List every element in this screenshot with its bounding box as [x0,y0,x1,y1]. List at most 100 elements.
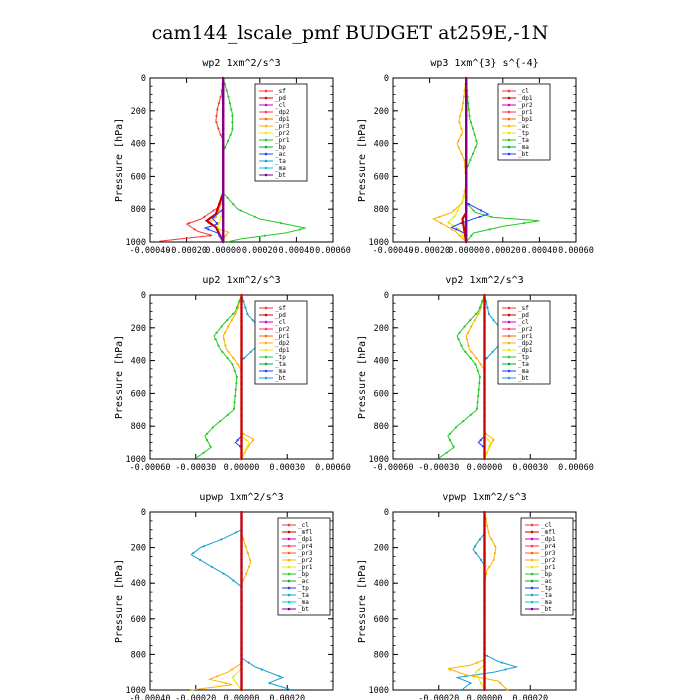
series-point [222,228,225,231]
series-point [474,363,477,366]
series-point [216,209,219,212]
legend-marker [287,600,291,604]
legend-marker [264,334,268,338]
series-point [219,95,222,98]
legend-label: _ac [298,578,309,585]
legend-label: _pr2 [541,557,556,564]
series-point [463,158,466,162]
legend-label: _dp1 [518,347,533,354]
legend-label: _ta [541,592,552,599]
series-point [205,432,209,435]
legend-label: _pr2 [275,326,290,333]
y-axis-label: Pressure [hPa] [357,559,368,643]
series-point [483,401,486,404]
x-tick-label: -0.00060 [130,463,171,473]
series-point [465,184,468,187]
series-point [483,357,486,360]
panel-title: wp3 1xm^{3} s^{-4} [430,58,538,69]
series-point [478,375,481,379]
legend-marker [507,334,511,338]
series-point [226,413,229,416]
legend-label: _dp2 [275,109,290,116]
series-point [465,114,468,117]
series-point [240,647,243,651]
series-point [476,675,479,678]
series-point [290,688,293,692]
series-point [222,165,225,168]
series-point [487,439,490,442]
legend-marker [507,313,511,317]
series-point [240,558,243,562]
series-point [231,363,234,366]
series-point [493,552,496,555]
y-axis-label: Pressure [hPa] [114,559,125,643]
x-tick-label: -0.00020 [175,694,216,700]
series-point [231,121,234,124]
y-tick-label: 400 [131,357,146,367]
y-tick-label: 1000 [126,686,146,696]
y-tick-label: 0 [384,508,389,518]
legend-label: _pr4 [298,543,313,550]
series-point [240,382,243,385]
series-point [478,382,481,385]
y-tick-label: 600 [131,389,146,399]
legend-label: _pr2 [518,326,533,333]
series-point [469,682,472,685]
series-point [240,586,243,589]
series-point [246,312,249,315]
series-point [240,413,243,416]
series-point [479,558,483,562]
series-point [478,306,481,309]
series-point [462,196,465,199]
y-tick-label: 0 [141,74,146,84]
series-point [245,572,248,575]
y-tick-label: 200 [374,107,389,117]
series-point [240,517,243,520]
legend-marker [264,313,268,317]
legend-marker [264,117,268,121]
y-tick-label: 600 [374,172,389,182]
legend-marker [287,593,291,597]
legend-label: _cl [518,88,529,95]
series-point [483,613,486,616]
series-point [229,133,232,136]
series-point [240,457,243,461]
series-point [240,375,243,379]
legend-marker [530,523,534,527]
y-tick-label: 400 [374,140,389,150]
legend-label: _mfl [541,529,556,536]
series-point [230,319,233,322]
series-point [483,688,486,692]
legend-marker [264,341,268,345]
series-point [483,363,486,366]
legend-label: _ma [275,165,286,172]
legend-marker [287,565,291,569]
series-point [462,222,465,225]
series-point [240,432,243,435]
legend-marker [264,320,268,324]
series-point [477,388,480,391]
series-point [485,451,488,454]
series-point [466,331,469,334]
legend-label: _ac [541,578,552,585]
legend-marker [507,327,511,331]
series-line-pr2 [432,77,467,243]
series-point [500,661,504,664]
y-tick-label: 600 [131,172,146,182]
legend-marker [530,558,534,562]
series-point [222,114,225,117]
y-tick-label: 1000 [369,686,389,696]
legend-marker [264,362,268,366]
series-point [248,558,252,562]
legend-label: _tp [518,130,529,137]
legend-marker [264,327,268,331]
series-point [465,121,468,124]
series-point [230,108,233,111]
series-point [483,538,486,541]
legend-label: _ma [275,368,286,375]
series-point [460,127,463,130]
series-point [463,228,466,231]
series-point [214,338,217,341]
series-point [232,407,236,410]
y-tick-label: 800 [374,205,389,215]
